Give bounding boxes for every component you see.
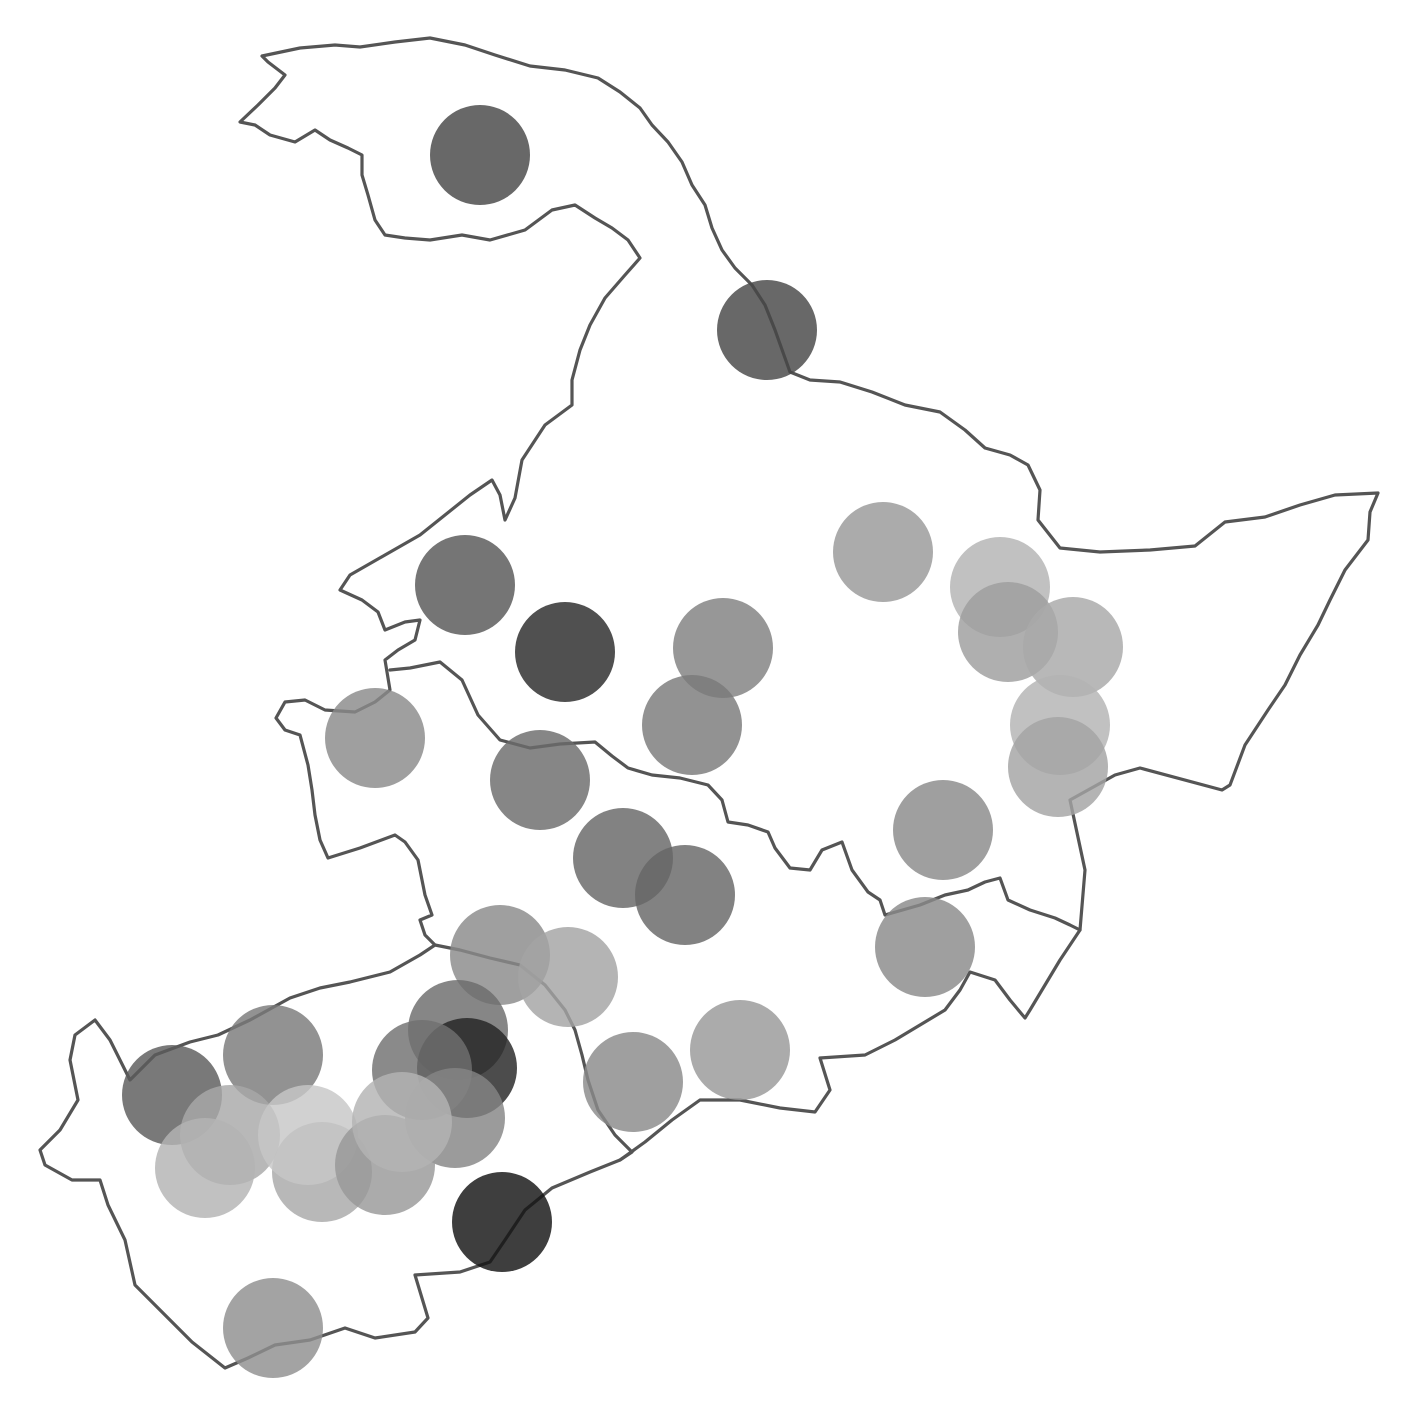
data-symbol (258, 1085, 358, 1185)
data-symbol (717, 280, 817, 380)
data-symbol (325, 688, 425, 788)
data-symbol (893, 780, 993, 880)
data-symbol (430, 105, 530, 205)
data-symbol (635, 845, 735, 945)
data-symbol (515, 602, 615, 702)
data-symbol (518, 927, 618, 1027)
data-symbol (833, 502, 933, 602)
data-symbol (1023, 597, 1123, 697)
data-symbol (223, 1005, 323, 1105)
data-symbol (1008, 717, 1108, 817)
data-symbol (452, 1172, 552, 1272)
data-symbol (690, 1000, 790, 1100)
data-symbol (875, 897, 975, 997)
outer-boundary (38, 36, 1380, 1370)
data-symbol (415, 535, 515, 635)
data-symbol (673, 598, 773, 698)
data-symbol (490, 730, 590, 830)
data-symbol (223, 1278, 323, 1378)
data-symbol (352, 1072, 452, 1172)
data-symbol (155, 1118, 255, 1218)
data-symbol (583, 1032, 683, 1132)
data-symbol (642, 675, 742, 775)
data-symbols (122, 105, 1123, 1378)
